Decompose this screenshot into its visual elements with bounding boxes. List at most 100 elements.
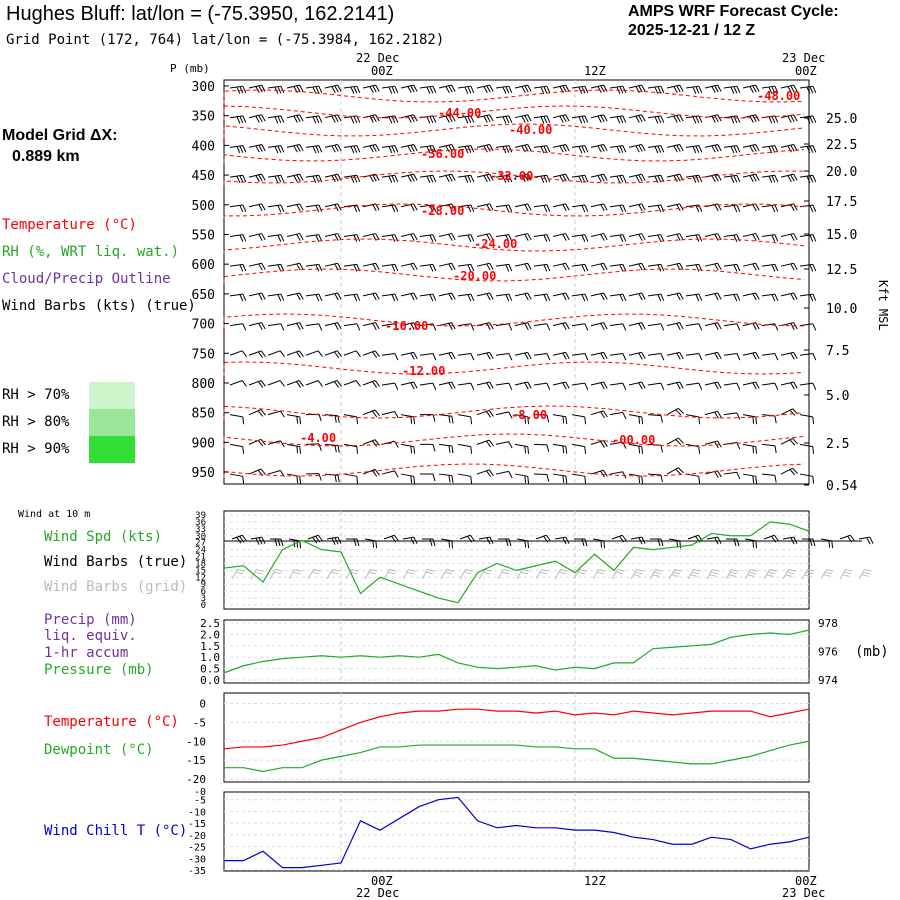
pressure-tick-label: 950 — [192, 466, 215, 481]
upper-wind-barb — [514, 233, 532, 241]
upper-wind-barb — [742, 84, 760, 94]
wind-tick-label: 33 — [195, 525, 206, 535]
upper-wind-barb — [438, 414, 454, 424]
upper-wind-barb — [609, 115, 627, 124]
upper-wind-barb — [324, 173, 342, 183]
upper-wind-barb — [229, 473, 245, 484]
wind-barb-true — [231, 534, 248, 544]
upper-wind-barb — [761, 115, 779, 124]
upper-wind-barb — [286, 443, 302, 454]
wind-spd-label: Wind Spd (kts) — [44, 529, 163, 545]
upper-wind-barb — [685, 115, 703, 124]
upper-wind-barb — [457, 352, 475, 361]
wind-barb-true — [422, 538, 436, 547]
upper-wind-barb — [476, 439, 494, 448]
upper-wind-barb — [324, 233, 342, 241]
top-date-2: 23 Dec — [782, 51, 826, 65]
upper-wind-barb — [495, 470, 513, 479]
upper-wind-barb — [799, 263, 817, 272]
upper-wind-barb — [476, 469, 494, 478]
pressure-tick-label: 550 — [192, 228, 215, 243]
wind-barb-grid — [459, 568, 473, 580]
upper-wind-barb — [647, 414, 663, 423]
upper-wind-barb — [476, 84, 494, 94]
upper-wind-barb — [495, 323, 513, 331]
upper-wind-barb — [666, 203, 684, 212]
upper-wind-barb — [647, 85, 665, 94]
upper-wind-barb — [419, 115, 437, 124]
upper-wind-barb — [552, 173, 570, 183]
upper-wind-barb — [457, 443, 473, 454]
upper-wind-barb — [248, 350, 266, 359]
upper-wind-barb — [229, 115, 247, 124]
temperature-contour-label: -32.00 — [490, 169, 533, 183]
upper-wind-barb — [552, 233, 570, 241]
precip-tick-label: 1.5 — [200, 640, 220, 653]
upper-wind-barb — [324, 322, 342, 330]
upper-wind-barb — [590, 322, 608, 330]
upper-wind-barb — [647, 323, 665, 331]
temperature-contour-label: -40.00 — [509, 123, 552, 137]
upper-wind-barb — [324, 414, 340, 424]
upper-wind-barb — [362, 143, 380, 153]
upper-wind-barb — [609, 204, 627, 213]
upper-wind-barb — [362, 262, 380, 271]
upper-wind-barb — [457, 414, 473, 425]
upper-wind-barb — [305, 204, 323, 213]
upper-wind-barb — [647, 382, 665, 391]
upper-wind-barb — [248, 143, 266, 153]
upper-wind-barb — [723, 382, 741, 391]
upper-wind-barb — [305, 293, 323, 302]
wind-barb-true — [364, 538, 378, 549]
upper-wind-barb — [628, 351, 646, 360]
upper-wind-barb — [229, 323, 247, 331]
temperature-label: Temperature (°C) — [44, 714, 179, 730]
legend-rh80: RH > 80% — [2, 414, 70, 430]
upper-wind-barb — [666, 114, 684, 123]
upper-wind-barb — [590, 143, 608, 153]
temperature-contour — [223, 405, 805, 420]
upper-wind-barb — [514, 262, 532, 271]
upper-wind-barb — [628, 381, 646, 390]
wind-barb-true — [744, 538, 758, 549]
upper-wind-barb — [628, 114, 646, 123]
upper-wind-barb — [761, 443, 777, 453]
upper-wind-barb — [381, 382, 399, 391]
upper-wind-barb — [495, 234, 513, 242]
upper-wind-barb — [495, 441, 513, 449]
upper-wind-barb — [457, 115, 475, 124]
upper-wind-barb — [704, 292, 722, 301]
upper-wind-barb — [362, 292, 380, 301]
temperature-contour-label: -4.00 — [300, 431, 336, 445]
upper-wind-barb — [799, 145, 817, 154]
upper-wind-barb — [457, 293, 475, 302]
upper-wind-barb — [400, 173, 418, 183]
temperature-tick-label: 0 — [199, 698, 206, 711]
upper-wind-barb — [780, 381, 798, 390]
windchill-line — [224, 796, 810, 869]
upper-wind-barb — [343, 234, 361, 242]
upper-wind-barb — [761, 352, 779, 361]
upper-wind-barb — [495, 411, 513, 419]
upper-wind-barb — [229, 380, 247, 387]
upper-wind-barb — [286, 380, 304, 388]
wind-barbs-true-label: Wind Barbs (true) — [44, 554, 188, 570]
upper-wind-barb — [799, 323, 817, 331]
pressure-axis-title: P (mb) — [170, 62, 210, 75]
upper-wind-barb — [343, 443, 359, 454]
wind-barb-grid — [858, 568, 872, 580]
wind-barb-grid — [573, 568, 587, 580]
accum-label: 1-hr accum — [44, 645, 129, 661]
upper-wind-barb — [723, 145, 741, 154]
page-title: Hughes Bluff: lat/lon = (-75.3950, 162.2… — [6, 3, 395, 25]
temperature-contour-label: -00.00 — [612, 433, 655, 447]
upper-wind-barb — [248, 173, 266, 183]
upper-wind-barb — [381, 293, 399, 302]
upper-wind-barb — [761, 204, 779, 213]
wind-barb-grid — [725, 568, 739, 580]
upper-wind-barb — [571, 382, 589, 391]
model-grid-label: Model Grid ΔX: — [2, 127, 118, 144]
upper-wind-barb — [552, 381, 570, 390]
height-tick-label: 0.54 — [826, 479, 857, 494]
